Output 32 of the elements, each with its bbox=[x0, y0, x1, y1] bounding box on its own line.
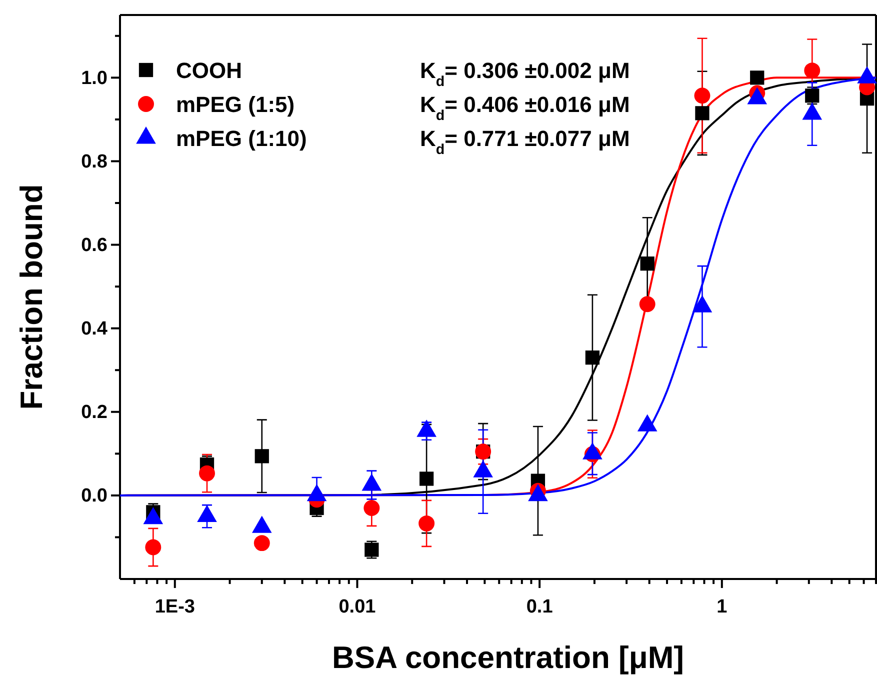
point bbox=[254, 449, 269, 464]
y-tick-label: 0.0 bbox=[81, 486, 108, 507]
legend-label: mPEG (1:5) bbox=[176, 92, 295, 117]
point bbox=[695, 106, 710, 120]
y-tick-label: 0.2 bbox=[81, 402, 108, 423]
point bbox=[419, 472, 434, 486]
legend-label: mPEG (1:10) bbox=[176, 126, 307, 151]
x-tick-label: 1 bbox=[716, 596, 728, 618]
point bbox=[364, 500, 380, 516]
x-tick-label: 0.1 bbox=[526, 596, 554, 618]
y-tick-label: 0.6 bbox=[81, 234, 108, 256]
y-tick-label: 0.8 bbox=[81, 151, 108, 172]
point bbox=[254, 535, 270, 552]
y-axis-title: Fraction bound bbox=[14, 184, 49, 410]
point bbox=[199, 465, 215, 482]
point bbox=[639, 296, 656, 312]
point bbox=[804, 62, 820, 79]
y-tick-label: 1.0 bbox=[81, 68, 108, 89]
y-tick-label: 0.4 bbox=[81, 318, 108, 340]
annotation: K$_{d}$= 0.306 ±0.002 μM bbox=[420, 58, 630, 90]
point bbox=[145, 539, 162, 556]
point bbox=[750, 70, 764, 85]
point bbox=[694, 88, 710, 104]
legend-label: COOH bbox=[176, 58, 242, 83]
x-tick-label: 1E-3 bbox=[154, 596, 195, 618]
x-axis-title: BSA concentration [μM] bbox=[332, 640, 684, 675]
point bbox=[585, 350, 600, 365]
x-tick-label: 0.01 bbox=[338, 596, 376, 618]
point bbox=[640, 256, 654, 271]
annotation: K$_{d}$= 0.771 ±0.077 μM bbox=[420, 126, 630, 158]
annotation: K$_{d}$= 0.406 ±0.016 μM bbox=[420, 92, 630, 124]
point bbox=[418, 515, 435, 532]
